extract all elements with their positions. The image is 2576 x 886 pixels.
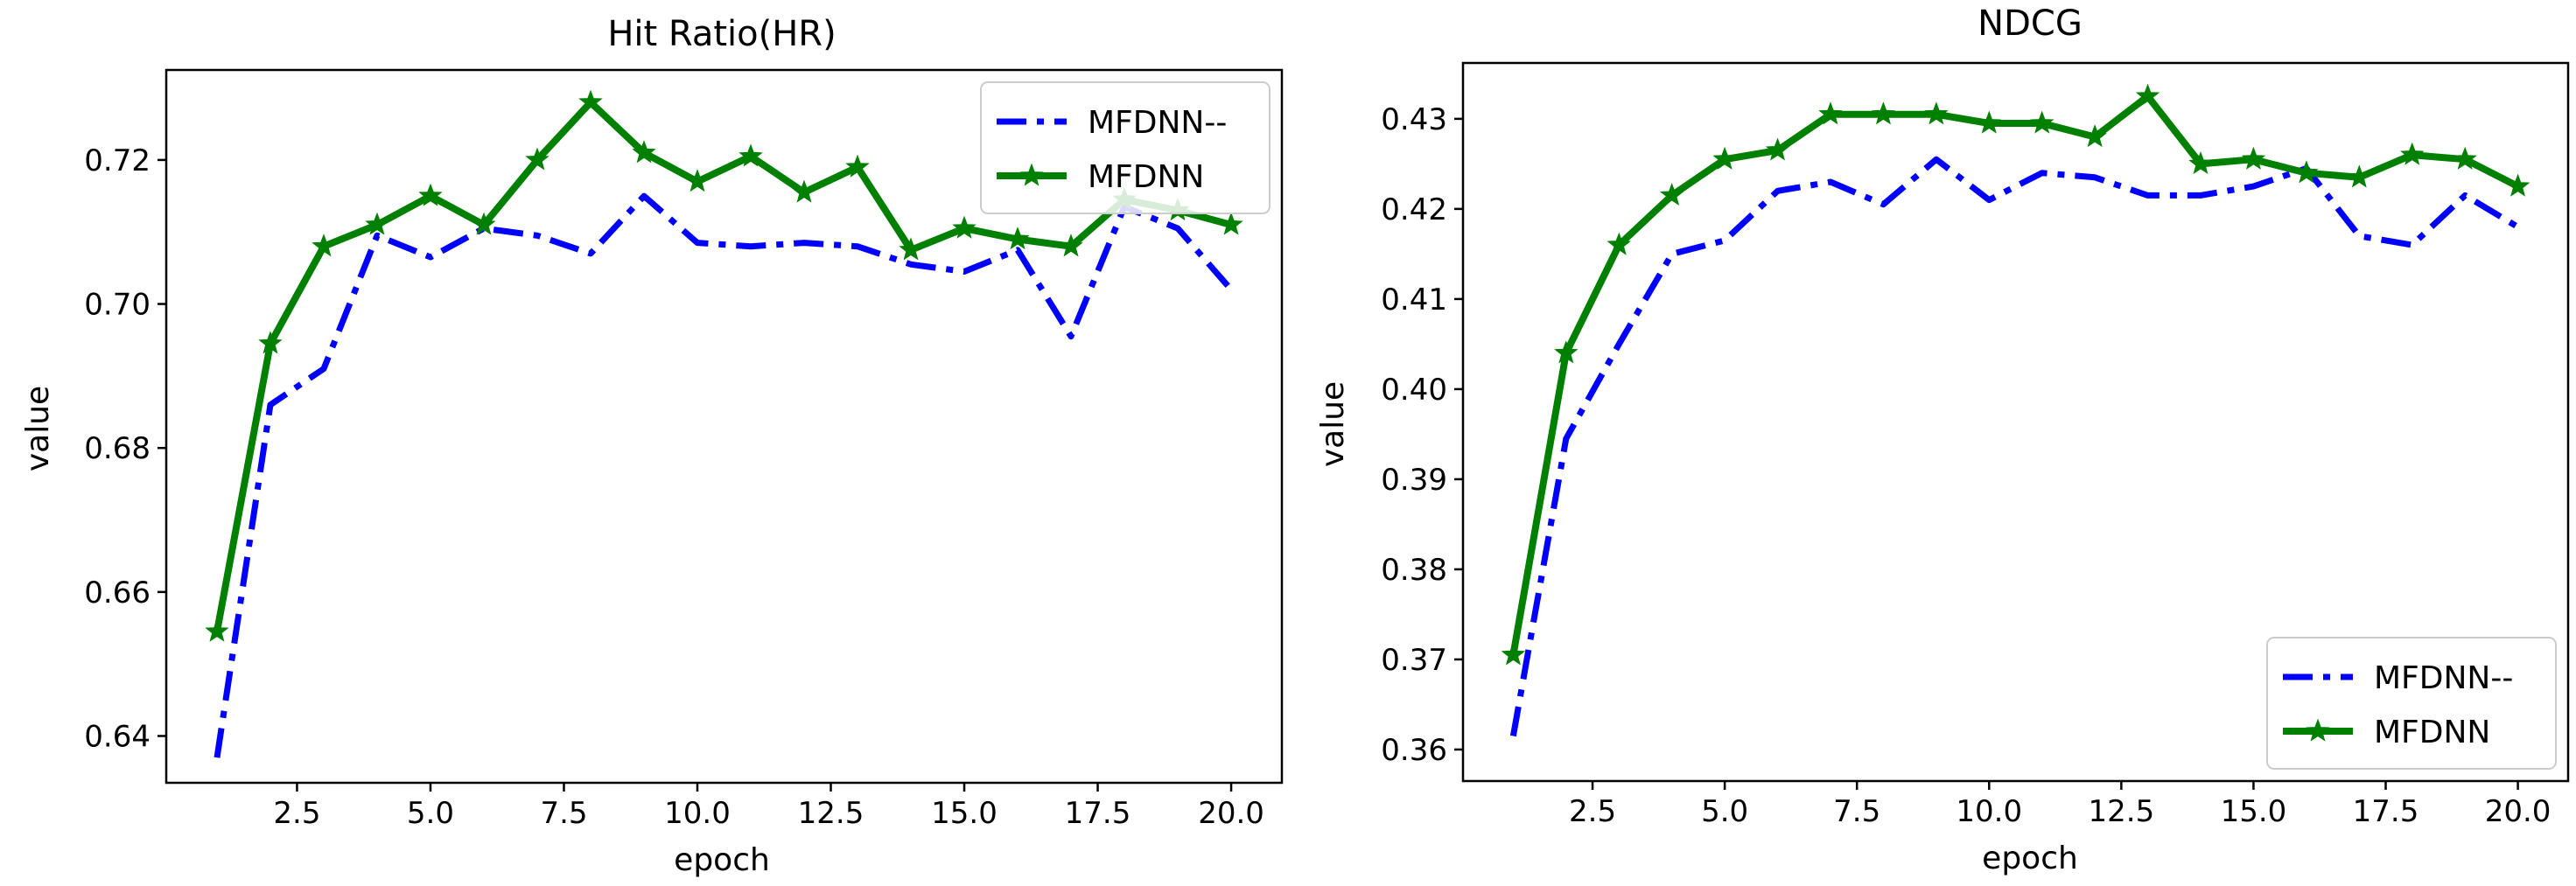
data-point <box>1554 340 1578 364</box>
chart-title: NDCG <box>1978 3 2082 44</box>
data-point <box>2294 160 2319 184</box>
legend-label: MFDNN-- <box>1088 105 1227 141</box>
plot-area: 2.5 5.0 7.5 10.0 12.5 15.0 17.5 20.0 0.64 0.66 0.6… <box>84 68 1284 831</box>
data-point <box>685 169 710 192</box>
x-tick-label: 12.5 <box>2089 794 2155 829</box>
legend-label: MFDNN <box>2374 715 2490 750</box>
chart-title: Hit Ratio(HR) <box>607 14 836 54</box>
x-tick-label: 17.5 <box>1065 796 1131 831</box>
x-tick-label: 17.5 <box>2353 794 2419 829</box>
data-point <box>738 143 763 167</box>
y-tick-label: 0.42 <box>1381 192 1447 227</box>
y-tick-label: 0.70 <box>84 288 150 323</box>
y-tick-label: 0.72 <box>84 143 150 178</box>
x-tick-label: 7.5 <box>1833 794 1880 829</box>
data-point <box>2030 110 2054 134</box>
data-point <box>1818 101 1843 125</box>
x-tick-label: 20.0 <box>2485 794 2552 829</box>
data-point <box>578 89 603 113</box>
x-axis-label: epoch <box>674 842 770 878</box>
data-point <box>312 234 336 257</box>
data-point <box>1659 182 1684 206</box>
data-point <box>2505 173 2530 197</box>
data-point <box>1712 146 1737 170</box>
y-tick-label: 0.36 <box>1381 733 1447 768</box>
data-point <box>845 154 870 178</box>
y-tick-label: 0.39 <box>1381 463 1447 498</box>
plot-area: 2.5 5.0 7.5 10.0 12.5 15.0 17.5 20.0 0.36 0.37 0.3… <box>1381 61 2570 829</box>
x-tick-label: 2.5 <box>1569 794 1616 829</box>
plot-frame <box>164 68 1284 785</box>
x-tick-label: 10.0 <box>1956 794 2022 829</box>
data-point <box>2453 146 2477 170</box>
y-axis-label: value <box>1315 381 1351 467</box>
legend-marker <box>2306 718 2330 742</box>
x-tick-label: 10.0 <box>664 796 731 831</box>
data-point <box>1977 110 2001 134</box>
x-tick-label: 20.0 <box>1198 796 1264 831</box>
data-point <box>2188 150 2213 175</box>
data-point <box>418 183 443 206</box>
legend-box <box>980 81 1270 214</box>
y-tick-label: 0.40 <box>1381 373 1447 408</box>
data-point <box>2241 146 2266 170</box>
data-point <box>525 147 550 171</box>
data-point <box>2082 124 2107 148</box>
data-point <box>472 212 496 235</box>
chart-ndcg: NDCG epoch value 2.5 5.0 7.5 10.0 12.5 15.0 17… <box>1315 3 2570 876</box>
data-point <box>1765 137 1790 161</box>
data-point <box>2400 142 2425 165</box>
x-tick-label: 5.0 <box>1701 794 1748 829</box>
data-point <box>1005 227 1030 250</box>
data-point <box>205 618 229 642</box>
y-tick-label: 0.64 <box>84 719 150 754</box>
y-axis-label: value <box>20 386 56 471</box>
data-point <box>1871 101 1896 125</box>
data-point <box>1501 642 1526 666</box>
data-point <box>899 237 923 261</box>
data-point <box>1924 101 1949 125</box>
data-point <box>258 331 283 354</box>
data-point <box>365 212 389 235</box>
legend-box <box>2266 637 2557 770</box>
plot-frame <box>1461 61 2570 783</box>
x-tick-label: 2.5 <box>273 796 320 831</box>
x-tick-label: 7.5 <box>540 796 587 831</box>
series-line-mfdnn <box>1509 93 2520 656</box>
x-axis-label: epoch <box>1982 841 2078 876</box>
y-tick-label: 0.41 <box>1381 283 1447 317</box>
chart-hit-ratio: Hit Ratio(HR) epoch value 2.5 5.0 7.5 10.0 1… <box>20 14 1284 878</box>
x-tick-label: 15.0 <box>2221 794 2287 829</box>
data-point <box>1059 234 1083 257</box>
legend: MFDNN-- MFDNN <box>2266 637 2557 770</box>
legend-marker <box>1019 163 1044 186</box>
series-line-mfdnn-minus <box>214 192 1234 758</box>
legend-label: MFDNN <box>1088 159 1204 195</box>
y-tick-label: 0.43 <box>1381 102 1447 137</box>
data-point <box>632 140 656 164</box>
data-point <box>1219 212 1243 235</box>
x-tick-label: 5.0 <box>407 796 454 831</box>
data-point <box>1606 232 1631 255</box>
legend: MFDNN-- MFDNN <box>980 81 1270 214</box>
y-tick-label: 0.66 <box>84 576 150 610</box>
y-tick-label: 0.38 <box>1381 553 1447 588</box>
series-line-mfdnn <box>214 99 1233 632</box>
x-tick-label: 15.0 <box>931 796 998 831</box>
y-tick-label: 0.68 <box>84 431 150 466</box>
data-point <box>2135 83 2160 107</box>
legend-label: MFDNN-- <box>2374 660 2513 696</box>
data-point <box>792 179 816 203</box>
series-line-mfdnn-minus <box>1509 156 2520 737</box>
y-tick-label: 0.37 <box>1381 643 1447 678</box>
x-tick-label: 12.5 <box>798 796 864 831</box>
data-point <box>952 215 976 239</box>
data-point <box>2347 164 2372 188</box>
